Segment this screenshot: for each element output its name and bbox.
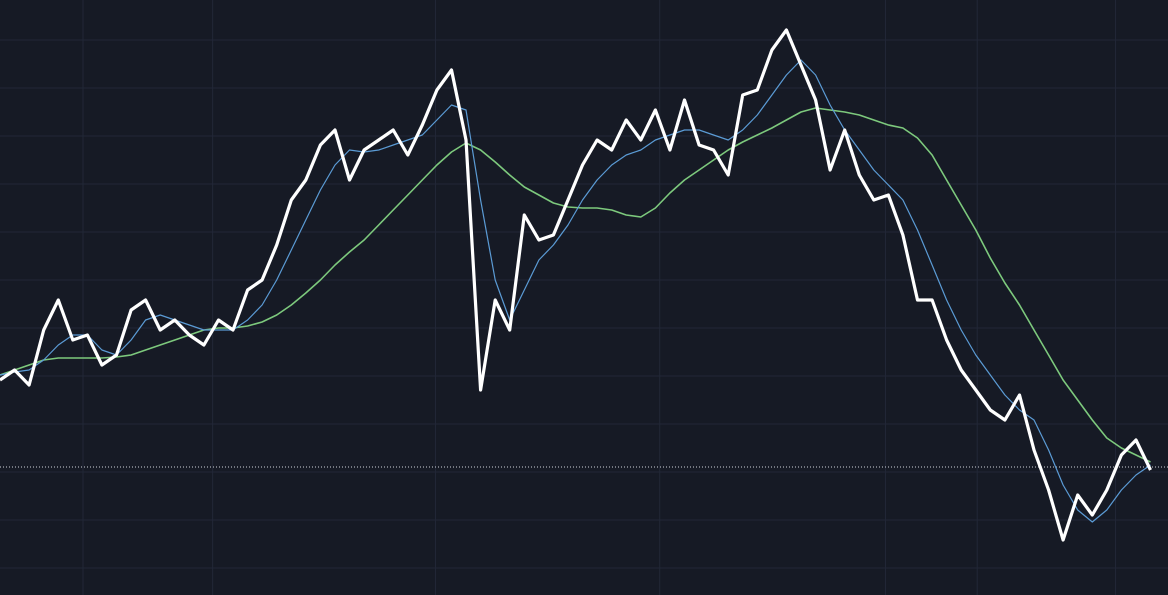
series-line bbox=[0, 28, 1152, 542]
series-line bbox=[0, 107, 1151, 463]
series-line bbox=[0, 59, 1151, 523]
